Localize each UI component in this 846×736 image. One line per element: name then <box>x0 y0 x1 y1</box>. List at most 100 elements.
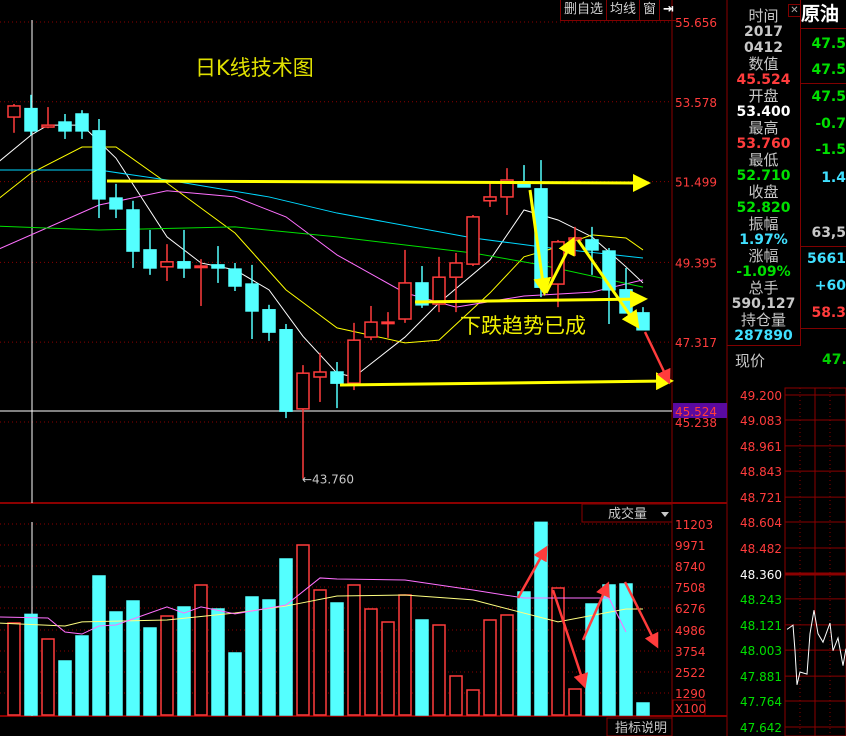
divider <box>801 328 846 329</box>
unit-box <box>672 699 706 717</box>
quote-info-panel: 时间 2017 0412 数值 45.524 开盘 53.400 最高 53.760 最低 52.7… <box>727 0 801 346</box>
volume-bar <box>194 584 208 716</box>
volume-tick-label: 1290 <box>675 687 706 701</box>
candle-body <box>109 197 123 210</box>
intraday-tick-label: 49.083 <box>740 414 782 428</box>
yellow-trend-arrow <box>414 290 648 309</box>
info-value: 0412 <box>744 40 783 56</box>
volume-bar <box>109 611 123 716</box>
low-price-marker: ←43.760 <box>302 473 354 487</box>
candle-body <box>449 262 463 278</box>
info-label: 涨幅 <box>748 247 779 265</box>
candlestick <box>24 94 38 136</box>
volume-moving-average-line <box>0 577 627 635</box>
volume-bar <box>228 652 242 716</box>
candlestick <box>279 324 293 419</box>
candlestick <box>449 252 463 313</box>
candle-body <box>143 249 157 269</box>
intraday-tick-label: 48.961 <box>740 440 782 454</box>
info-label: 振幅 <box>748 215 779 233</box>
volume-tick-label: 9971 <box>675 539 706 553</box>
volume-bar <box>585 603 599 716</box>
info-value: 1.97% <box>739 232 788 248</box>
red-trend-arrow <box>581 581 610 641</box>
price-tick-label: 47.317 <box>675 336 717 350</box>
volume-moving-average-line <box>0 594 643 627</box>
candlestick <box>381 312 395 338</box>
red-trend-arrow <box>643 331 671 385</box>
volume-bar <box>568 688 582 716</box>
volume-bar <box>160 615 174 716</box>
candlestick <box>7 104 21 133</box>
volume-bar <box>500 614 514 716</box>
volume-bar <box>41 638 55 716</box>
volume-tick-label: 6276 <box>675 602 706 616</box>
intraday-tick-label: 48.482 <box>740 542 782 556</box>
candlestick <box>75 110 89 139</box>
price-tick-label: 53.578 <box>675 96 717 110</box>
candlestick <box>313 352 327 402</box>
yellow-trend-arrow <box>339 372 674 391</box>
candlestick <box>245 264 259 339</box>
candle-body <box>364 321 378 338</box>
moving-average-button[interactable]: 均线 <box>606 0 639 20</box>
candlestick <box>483 183 497 207</box>
candlestick <box>262 304 276 341</box>
candlestick <box>364 305 378 341</box>
candle-body <box>398 282 412 320</box>
divider <box>801 83 846 84</box>
side-quote-panel: 原油 <box>801 0 846 29</box>
price-moving-average-line <box>0 169 644 259</box>
volume-bar <box>177 606 191 716</box>
candle-body <box>313 371 327 378</box>
volume-bar <box>7 622 21 716</box>
side-quote-value: +60 <box>814 278 846 294</box>
intraday-tick-label: 48.843 <box>740 465 782 479</box>
volume-bar <box>415 619 429 716</box>
candlestick <box>415 266 429 308</box>
info-label: 持仓量 <box>740 311 786 329</box>
candlestick <box>551 239 565 308</box>
side-quote-value: -1.5 <box>815 142 846 158</box>
chart-title: 日K线技术图 <box>195 56 314 80</box>
indicator-select <box>581 503 673 523</box>
info-value: 53.760 <box>736 136 791 152</box>
close-icon[interactable]: ✕ <box>788 4 801 17</box>
candle-body <box>585 239 599 251</box>
candle-body <box>483 196 497 202</box>
candlestick <box>296 365 310 479</box>
volume-tick-label: 4986 <box>675 624 706 638</box>
candlestick <box>126 200 140 268</box>
intraday-tick-label: 48.360 <box>740 568 782 582</box>
candle-body <box>262 309 276 333</box>
volume-bar <box>619 583 633 716</box>
trend-annotation: 下跌趋势已成 <box>460 314 586 338</box>
info-label: 开盘 <box>748 87 779 105</box>
volume-bar <box>58 660 72 716</box>
info-label: 数值 <box>748 55 779 73</box>
volume-bar <box>245 596 259 716</box>
volume-bar <box>364 608 378 716</box>
side-quote-value: 47.5 <box>811 62 846 78</box>
candlestick <box>500 168 514 215</box>
candle-body <box>75 113 89 132</box>
volume-bar <box>211 608 225 716</box>
current-price-tag-label: 45.524 <box>675 405 717 419</box>
price-tick-label: 45.238 <box>675 416 717 430</box>
volume-bar <box>296 544 310 716</box>
intraday-price-line <box>786 610 846 685</box>
volume-bar <box>517 591 531 716</box>
candlestick <box>466 214 480 267</box>
intraday-tick-label: 48.003 <box>740 644 782 658</box>
remove-watchlist-button[interactable]: 删自选 <box>560 0 606 20</box>
exit-arrow-icon[interactable]: ⇥ <box>659 0 677 20</box>
intraday-tick-label: 48.721 <box>740 491 782 505</box>
candlestick <box>330 362 344 409</box>
info-label: 最低 <box>748 151 779 169</box>
indicator-help-label[interactable]: 指标说明 <box>615 721 667 736</box>
volume-bar <box>262 599 276 716</box>
window-button[interactable]: 窗 <box>639 0 659 20</box>
indicator-select-label[interactable]: 成交量 <box>608 506 647 522</box>
side-quote-value: 5661 <box>807 251 846 267</box>
